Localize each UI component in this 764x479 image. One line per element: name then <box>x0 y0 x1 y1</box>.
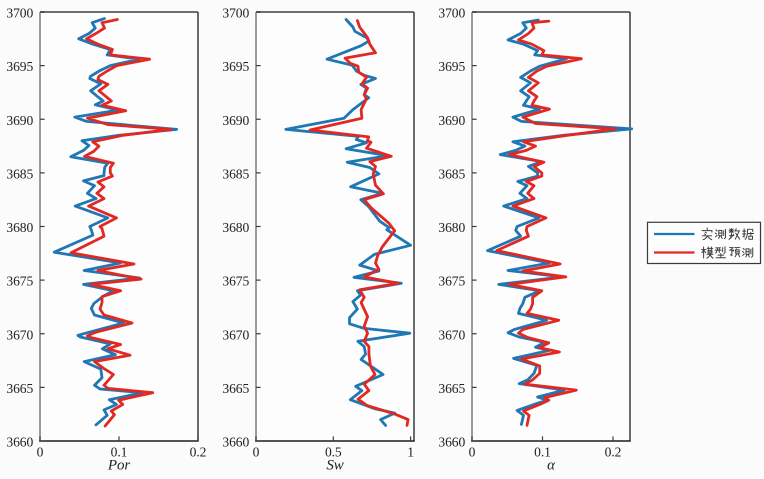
svg-text:0.1: 0.1 <box>534 445 551 460</box>
svg-text:3665: 3665 <box>438 381 465 396</box>
svg-text:0: 0 <box>37 445 44 460</box>
svg-text:3685: 3685 <box>222 167 249 182</box>
svg-text:3670: 3670 <box>6 327 33 342</box>
svg-text:3670: 3670 <box>222 327 249 342</box>
svg-text:3660: 3660 <box>222 435 249 450</box>
svg-text:3695: 3695 <box>222 59 249 74</box>
svg-text:3695: 3695 <box>438 59 465 74</box>
svg-text:1: 1 <box>407 445 414 460</box>
svg-text:3690: 3690 <box>6 113 33 128</box>
svg-text:3700: 3700 <box>438 6 465 21</box>
svg-text:3660: 3660 <box>438 435 465 450</box>
svg-text:3675: 3675 <box>438 274 465 289</box>
svg-text:3685: 3685 <box>6 167 33 182</box>
svg-text:α: α <box>547 458 556 474</box>
svg-text:3690: 3690 <box>222 113 249 128</box>
svg-text:0.2: 0.2 <box>605 445 622 460</box>
svg-text:0: 0 <box>469 445 476 460</box>
svg-text:Sw: Sw <box>326 458 343 474</box>
svg-text:0: 0 <box>253 445 260 460</box>
svg-text:3700: 3700 <box>6 6 33 21</box>
svg-text:3665: 3665 <box>6 381 33 396</box>
svg-text:3685: 3685 <box>438 167 465 182</box>
svg-text:0.1: 0.1 <box>111 445 128 460</box>
svg-text:3670: 3670 <box>438 327 465 342</box>
svg-text:0.2: 0.2 <box>190 445 207 460</box>
svg-text:3690: 3690 <box>438 113 465 128</box>
svg-text:3675: 3675 <box>222 274 249 289</box>
svg-text:3660: 3660 <box>6 435 33 450</box>
svg-text:3700: 3700 <box>222 6 249 21</box>
svg-text:3680: 3680 <box>222 220 249 235</box>
svg-text:0.5: 0.5 <box>325 445 342 460</box>
svg-text:3665: 3665 <box>222 381 249 396</box>
svg-text:3695: 3695 <box>6 59 33 74</box>
svg-text:Por: Por <box>107 458 130 474</box>
svg-text:3680: 3680 <box>438 220 465 235</box>
svg-text:3680: 3680 <box>6 220 33 235</box>
svg-text:3675: 3675 <box>6 274 33 289</box>
